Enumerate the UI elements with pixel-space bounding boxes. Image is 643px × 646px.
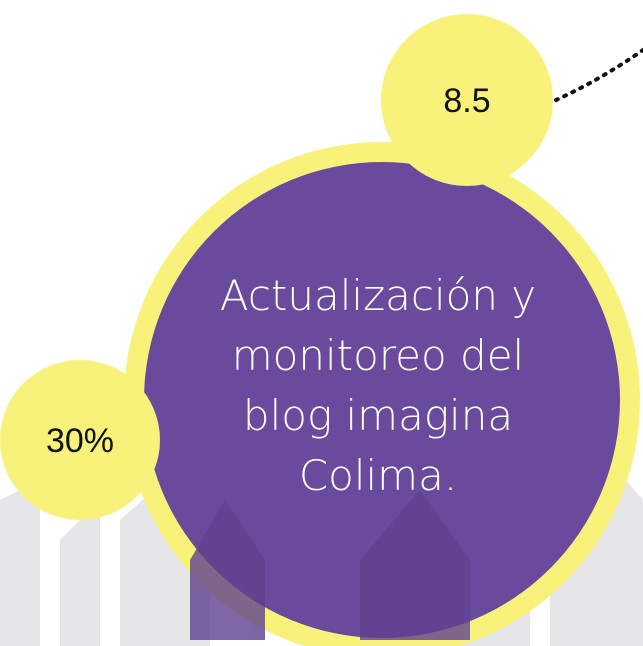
center-text-line: blog imagina [243, 391, 513, 440]
badge-top-label: 8.5 [443, 82, 490, 120]
page: 8.5 30% Actualización y monitoreo del bl… [0, 0, 643, 646]
center-text-line: monitoreo del [232, 331, 524, 380]
diagram: 8.5 30% Actualización y monitoreo del bl… [0, 0, 643, 646]
badge-left-label: 30% [46, 422, 114, 460]
center-text-line: Colima. [299, 451, 457, 500]
center-text-line: Actualización y [220, 271, 536, 320]
dotted-connector [556, 50, 643, 100]
